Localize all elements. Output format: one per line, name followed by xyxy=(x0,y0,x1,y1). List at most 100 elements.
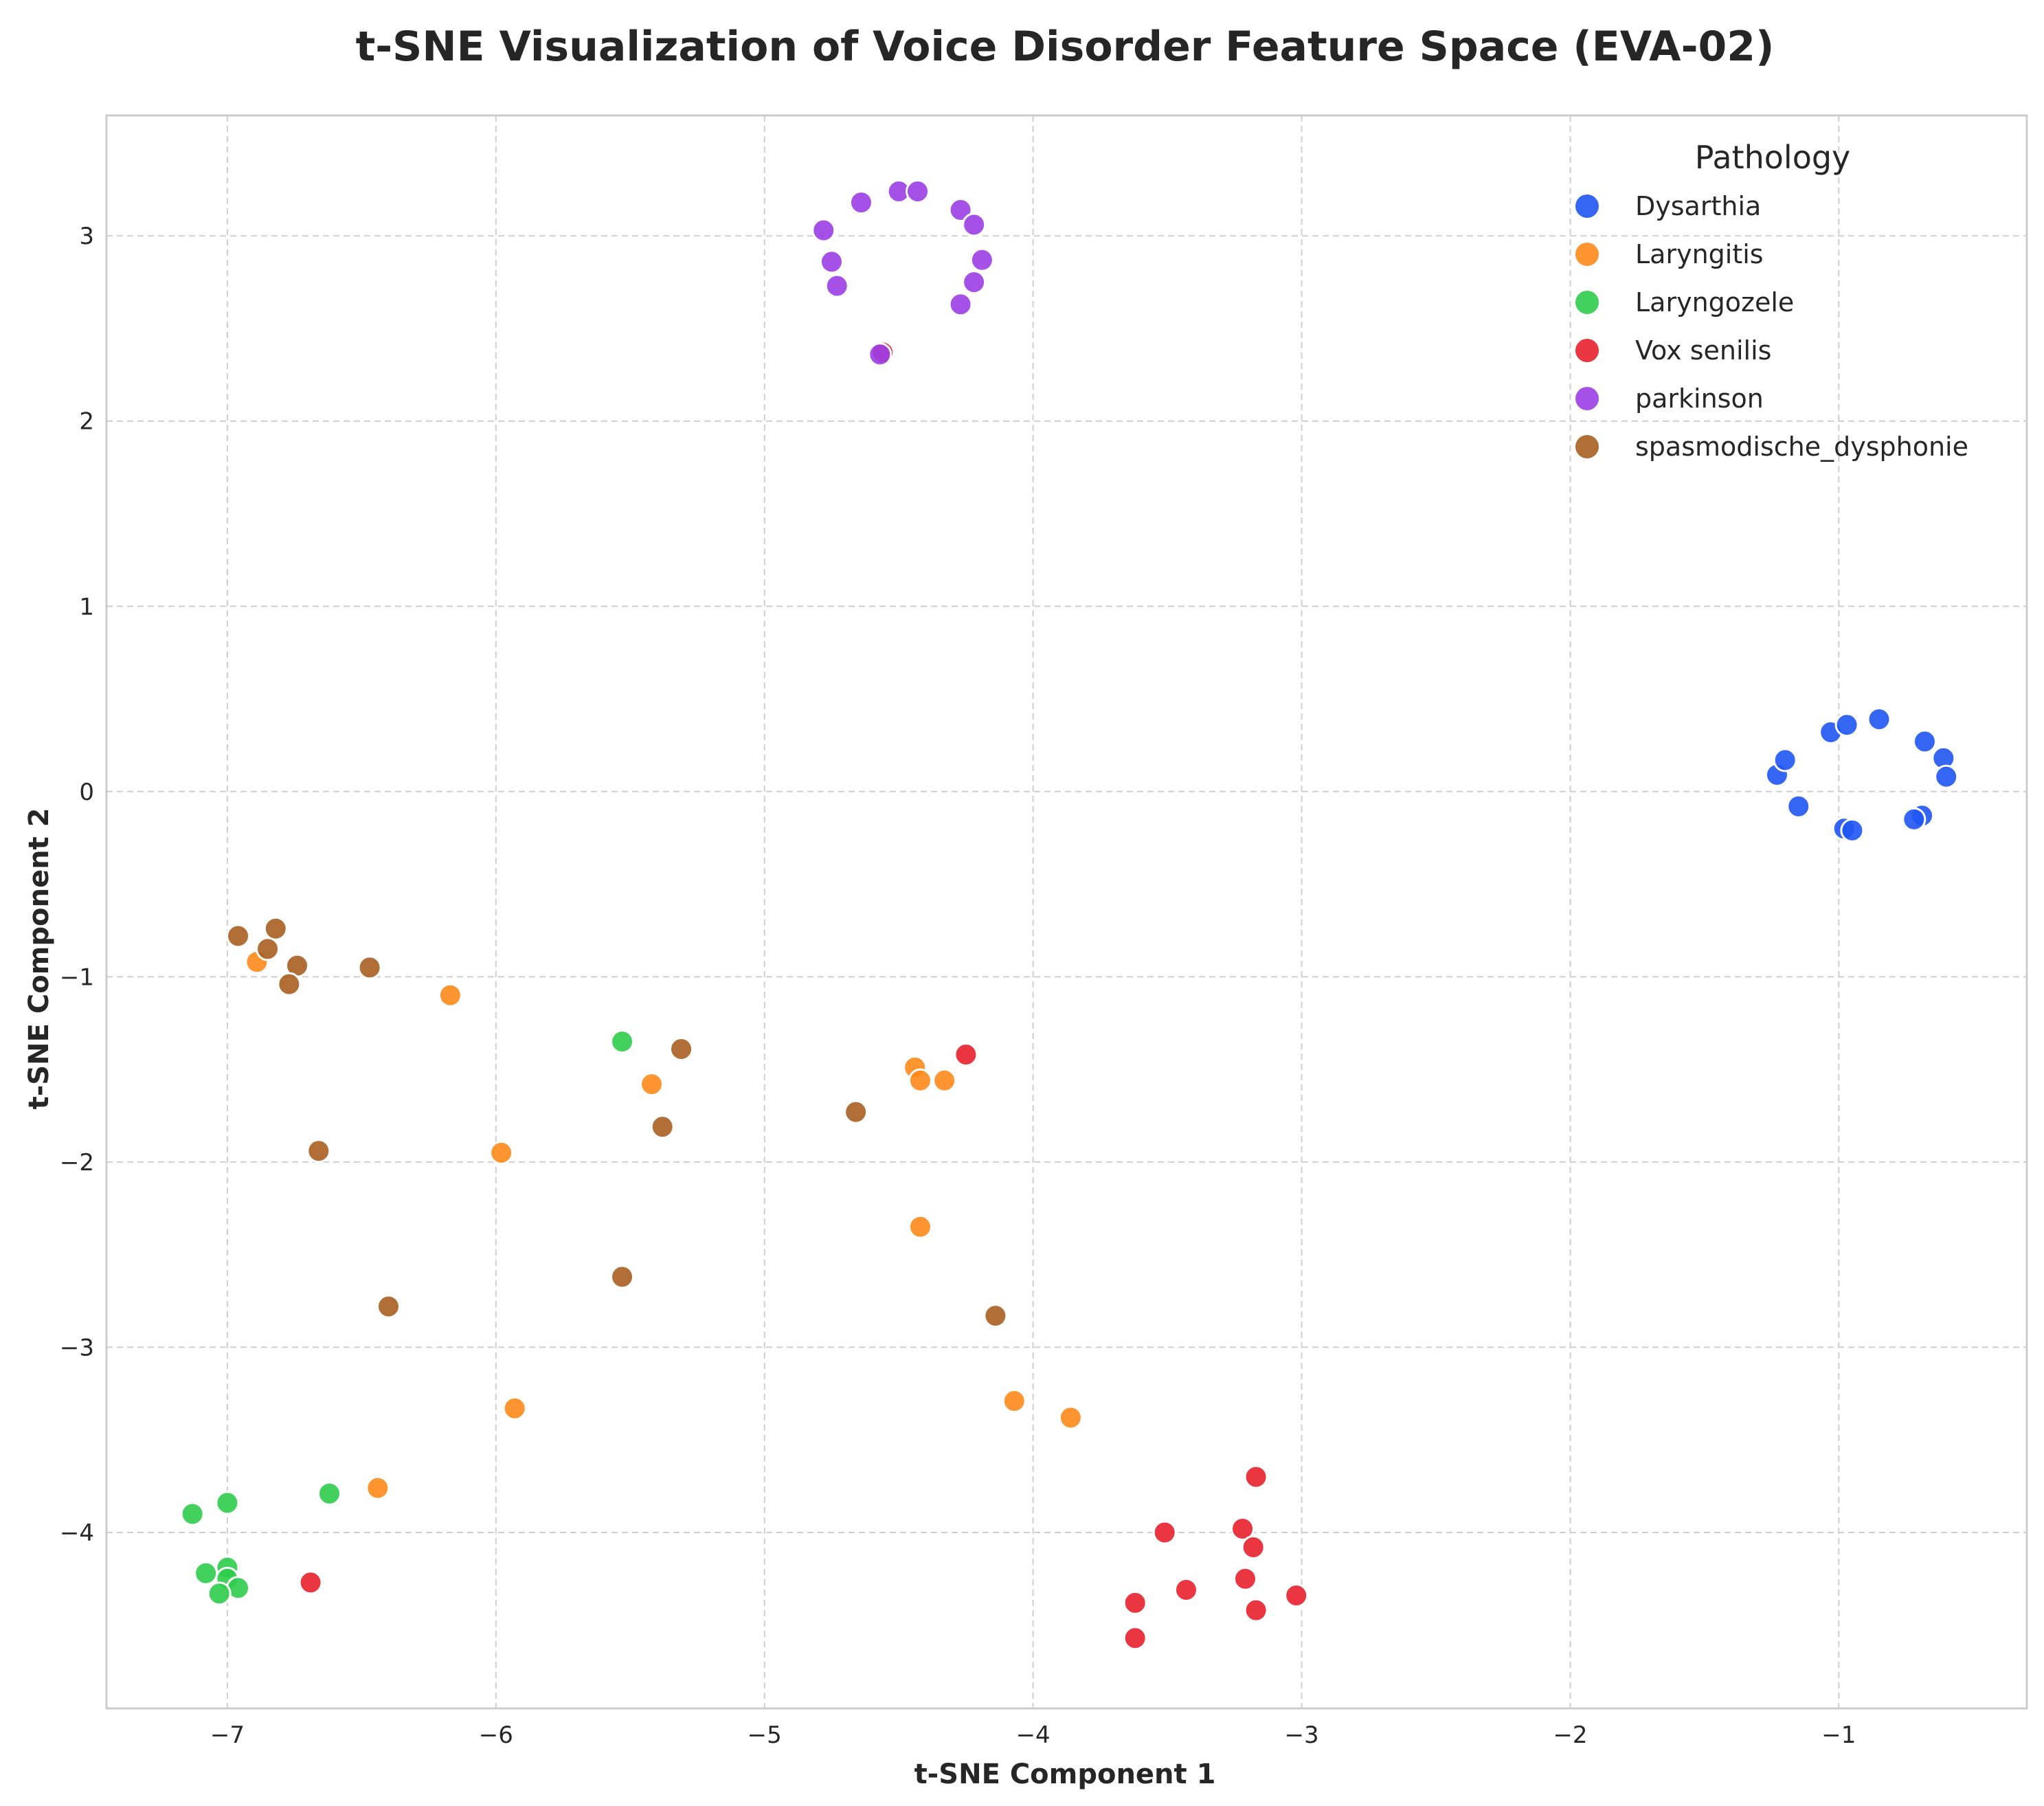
data-point xyxy=(983,1304,1008,1328)
data-point xyxy=(366,1475,390,1500)
data-point xyxy=(1786,794,1811,818)
grid-lines xyxy=(106,115,2027,1708)
series-group xyxy=(811,179,994,367)
data-point xyxy=(298,1570,323,1595)
data-point xyxy=(357,955,382,980)
legend-entry-label: spasmodische_dysphonie xyxy=(1635,432,1968,462)
data-point xyxy=(610,1264,635,1289)
data-point xyxy=(1241,1535,1266,1560)
data-point xyxy=(1902,807,1927,832)
data-point xyxy=(1152,1520,1177,1545)
plot-frame xyxy=(105,114,2028,1710)
x-tick-label: −3 xyxy=(1284,1721,1318,1749)
data-point xyxy=(180,1502,205,1526)
x-tick-label: −7 xyxy=(210,1721,245,1749)
data-point xyxy=(1867,707,1891,732)
axis-ticks: −7 −6 −5 −4 −3 −2 −1 −4 −3 −2 −1 0 1 2 3 xyxy=(60,223,1856,1749)
data-point xyxy=(811,218,836,243)
data-point xyxy=(277,972,302,996)
data-point xyxy=(438,983,462,1007)
data-point xyxy=(207,1581,232,1606)
legend-marker xyxy=(1575,339,1599,362)
legend-entry-label: parkinson xyxy=(1635,383,1764,414)
data-point xyxy=(226,924,251,948)
data-point xyxy=(376,1294,401,1319)
y-axis-label: t-SNE Component 2 xyxy=(23,808,55,1110)
series-group xyxy=(226,916,1008,1328)
x-tick-label: −2 xyxy=(1553,1721,1587,1749)
series-group xyxy=(180,1029,635,1606)
data-point xyxy=(650,1115,675,1139)
data-point xyxy=(1233,1566,1257,1591)
chart-title: t-SNE Visualization of Voice Disorder Fe… xyxy=(356,23,1775,71)
series-group xyxy=(1764,707,1959,843)
data-point xyxy=(1834,713,1859,737)
data-point xyxy=(1123,1590,1147,1615)
data-point xyxy=(849,190,873,215)
y-tick-label: 3 xyxy=(79,223,94,250)
legend-marker xyxy=(1575,243,1599,266)
y-tick-label: −3 xyxy=(60,1334,94,1361)
y-tick-label: −4 xyxy=(60,1519,94,1547)
data-point xyxy=(969,247,994,272)
data-point xyxy=(819,249,844,274)
x-tick-label: −6 xyxy=(479,1721,513,1749)
series-group xyxy=(298,340,1309,1651)
legend-entry-label: Laryngozele xyxy=(1635,287,1794,317)
data-point xyxy=(256,937,280,961)
legend-title: Pathology xyxy=(1695,139,1851,176)
data-point xyxy=(194,1561,218,1585)
data-point xyxy=(1912,729,1937,754)
data-point xyxy=(868,342,892,367)
data-point xyxy=(908,1068,932,1093)
data-point xyxy=(1002,1389,1026,1414)
legend-marker xyxy=(1575,387,1599,410)
series-group xyxy=(245,950,1083,1500)
data-point xyxy=(1840,818,1865,843)
data-point xyxy=(1231,1517,1255,1541)
data-point xyxy=(962,270,987,295)
y-tick-label: −1 xyxy=(60,963,94,991)
data-point xyxy=(640,1072,664,1097)
data-point xyxy=(1123,1626,1147,1651)
data-point xyxy=(1058,1405,1083,1430)
data-points xyxy=(180,179,1959,1651)
data-point xyxy=(1934,764,1959,789)
data-point xyxy=(948,292,973,317)
data-point xyxy=(1244,1464,1268,1489)
x-tick-label: −1 xyxy=(1821,1721,1856,1749)
data-point xyxy=(954,1043,978,1067)
data-point xyxy=(317,1481,341,1506)
x-axis-label: t-SNE Component 1 xyxy=(914,1759,1216,1790)
data-point xyxy=(263,916,288,941)
data-point xyxy=(962,212,987,237)
data-point xyxy=(1173,1577,1198,1602)
data-point xyxy=(610,1029,635,1054)
data-point xyxy=(1284,1583,1309,1608)
x-tick-label: −4 xyxy=(1016,1721,1051,1749)
data-point xyxy=(502,1396,527,1420)
data-point xyxy=(908,1214,932,1239)
legend-entry-label: Laryngitis xyxy=(1635,239,1764,269)
data-point xyxy=(215,1491,240,1515)
data-point xyxy=(906,179,930,204)
x-tick-label: −5 xyxy=(748,1721,782,1749)
data-point xyxy=(669,1036,694,1061)
legend-marker xyxy=(1575,435,1599,458)
legend: Pathology Dysarthia Laryngitis Laryngozele… xyxy=(1575,139,1968,462)
legend-entry-label: Vox senilis xyxy=(1635,335,1771,366)
y-tick-label: 1 xyxy=(79,593,94,621)
y-tick-label: 2 xyxy=(79,408,94,436)
legend-marker xyxy=(1575,291,1599,314)
legend-marker xyxy=(1575,194,1599,218)
data-point xyxy=(824,274,849,298)
y-tick-label: 0 xyxy=(79,779,94,806)
data-point xyxy=(932,1068,957,1093)
legend-entry-label: Dysarthia xyxy=(1635,191,1761,221)
data-point xyxy=(306,1139,331,1163)
data-point xyxy=(1244,1598,1268,1623)
data-point xyxy=(489,1140,514,1165)
